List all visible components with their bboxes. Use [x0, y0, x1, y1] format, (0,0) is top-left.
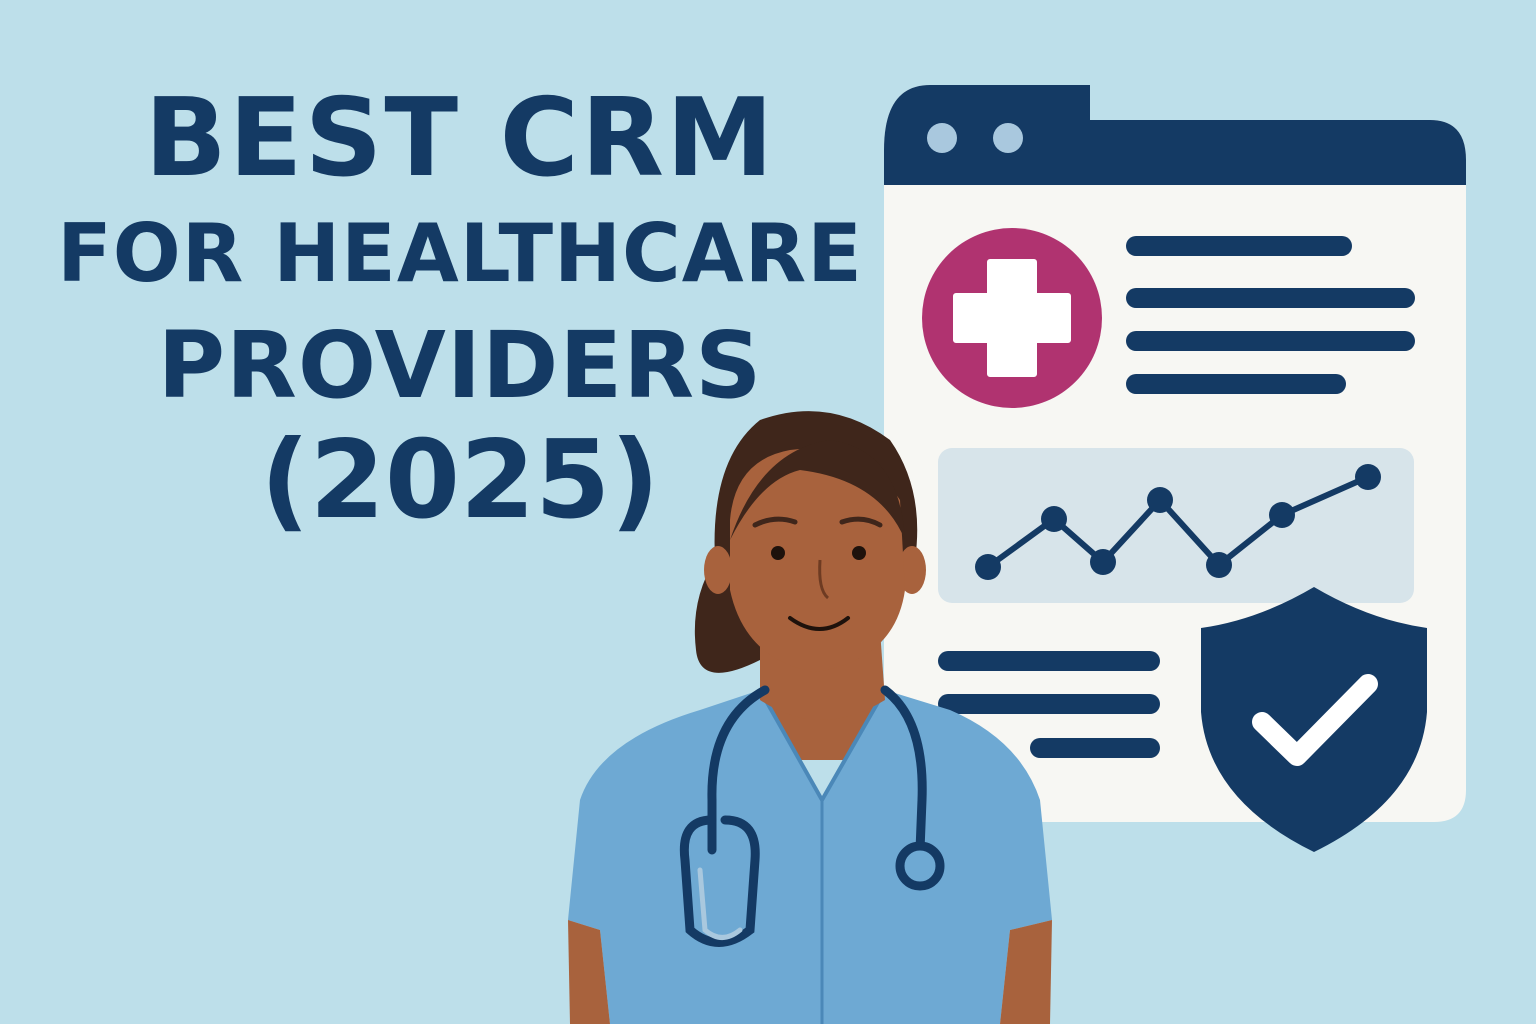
- window-titlebar: [884, 85, 1466, 185]
- line-chart-icon: [975, 464, 1381, 580]
- headline: BEST CRM FOR HEALTHCARE PROVIDERS (2025): [40, 80, 880, 540]
- headline-line-4: (2025): [260, 418, 660, 543]
- headline-line-2: FOR HEALTHCARE: [57, 207, 863, 300]
- shield-check-icon: [1201, 587, 1427, 852]
- chart-panel: [938, 448, 1414, 603]
- window-dot-icon: [927, 123, 957, 153]
- headline-line-3: PROVIDERS: [157, 312, 763, 419]
- medical-cross-icon: [922, 228, 1102, 408]
- headline-line-1: BEST CRM: [144, 76, 776, 201]
- text-lines: [938, 236, 1415, 758]
- healthcare-worker: [568, 411, 1052, 1024]
- browser-window: [884, 85, 1466, 852]
- stethoscope-icon: [679, 685, 945, 947]
- scrubs: [568, 690, 1052, 1024]
- window-dot-icon: [993, 123, 1023, 153]
